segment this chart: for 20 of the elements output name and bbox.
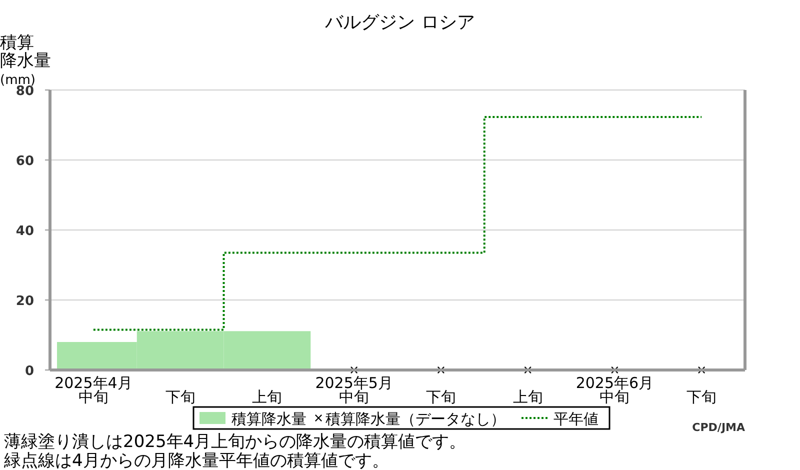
x-tick-label: 下旬 bbox=[165, 388, 196, 406]
x-tick-label: 下旬 bbox=[426, 388, 456, 406]
legend-label: 平年値 bbox=[554, 410, 598, 428]
text: 緑点線は4月からの月降水量平年値の積算値です。 bbox=[3, 451, 389, 470]
x-tick-label: 2025年5月中旬 bbox=[315, 374, 393, 406]
text: 薄緑塗り潰しは2025年4月上旬からの降水量の積算値です。 bbox=[4, 432, 466, 452]
x-tick-label: 下旬 bbox=[686, 388, 717, 406]
y-tick-label: 40 bbox=[16, 224, 34, 239]
y-tick-label: 0 bbox=[24, 364, 34, 379]
y-tick-label: 60 bbox=[16, 154, 34, 169]
x-tick-label: 上旬 bbox=[512, 388, 543, 406]
legend-label: 積算降水量（データなし） bbox=[326, 410, 506, 428]
chart-title: バルグジン ロシア bbox=[324, 12, 475, 33]
legend-label: 積算降水量 bbox=[232, 410, 306, 428]
x-tick-label: 2025年6月中旬 bbox=[576, 374, 654, 406]
x-tick-label: 上旬 bbox=[252, 388, 282, 406]
text: CPD/JMA bbox=[692, 421, 746, 434]
y-tick-label: 20 bbox=[16, 294, 34, 309]
y-tick-label: 80 bbox=[16, 84, 34, 99]
x-tick-label: 2025年4月中旬 bbox=[54, 374, 132, 406]
